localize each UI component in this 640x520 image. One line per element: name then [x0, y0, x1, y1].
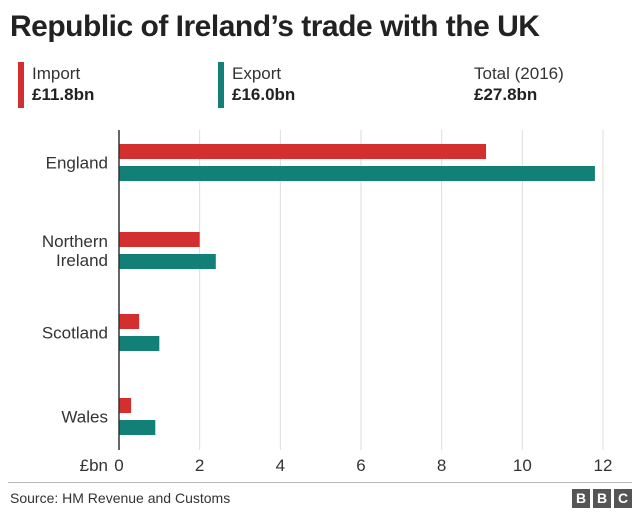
bar-export: [119, 166, 595, 181]
logo-letter: C: [614, 489, 632, 508]
bar-export: [119, 254, 216, 269]
legend-import-value: £11.8bn: [32, 85, 95, 104]
bar-import: [119, 144, 487, 159]
category-label: Scotland: [42, 324, 108, 343]
legend-export-swatch: [218, 62, 224, 108]
x-tick-label: 10: [513, 456, 532, 475]
legend-total-value: £27.8bn: [474, 85, 538, 104]
legend-total-label: Total (2016): [474, 64, 564, 83]
x-tick-label: 8: [437, 456, 446, 475]
logo-letter: B: [572, 489, 590, 508]
legend-export-value: £16.0bn: [232, 85, 296, 104]
bar-import: [119, 398, 132, 413]
bar-import: [119, 314, 140, 329]
category-label: England: [46, 154, 108, 173]
x-tick-label: 0: [114, 456, 123, 475]
bar-import: [119, 232, 200, 247]
x-tick-label: 4: [276, 456, 285, 475]
source-note: Source: HM Revenue and Customs: [10, 490, 231, 506]
x-unit-label: £bn: [80, 456, 108, 475]
bbc-logo: B B C: [572, 489, 632, 508]
category-label: Ireland: [56, 251, 108, 270]
legend-import-swatch: [18, 62, 24, 108]
category-label: Wales: [61, 408, 108, 427]
chart-title: Republic of Ireland’s trade with the UK: [10, 10, 540, 43]
legend-import-label: Import: [32, 64, 81, 83]
bar-export: [119, 420, 156, 435]
legend-export-label: Export: [232, 64, 282, 83]
x-tick-label: 12: [594, 456, 613, 475]
bar-export: [119, 336, 160, 351]
x-tick-label: 2: [195, 456, 204, 475]
logo-letter: B: [593, 489, 611, 508]
category-label: Northern: [42, 232, 108, 251]
footer-divider: [8, 482, 632, 483]
x-tick-label: 6: [356, 456, 365, 475]
